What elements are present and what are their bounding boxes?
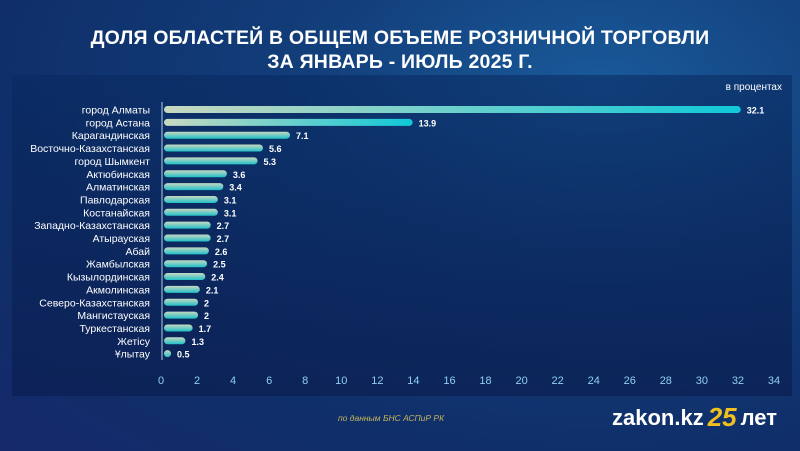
- category-label: Карагандинская: [72, 130, 150, 142]
- bar: [164, 144, 263, 152]
- value-label: 5.6: [269, 144, 282, 154]
- value-label: 1.3: [191, 337, 204, 347]
- value-label: 5.3: [264, 157, 277, 167]
- bar: [164, 324, 193, 332]
- logo-text: zakon.kz: [612, 404, 704, 430]
- x-tick-label: 26: [624, 375, 636, 387]
- category-label: Восточно-Казахстанская: [30, 143, 150, 155]
- bar: [164, 298, 199, 306]
- bar: [164, 350, 172, 358]
- value-label: 3.1: [224, 208, 237, 218]
- value-label: 2.7: [217, 221, 230, 231]
- category-label: Атырауская: [93, 233, 150, 245]
- bar: [164, 106, 741, 113]
- bar: [164, 260, 208, 268]
- bar: [164, 221, 211, 229]
- bar: [164, 337, 186, 345]
- x-tick-label: 22: [552, 375, 564, 387]
- bar: [164, 208, 218, 216]
- value-label: 2.5: [213, 260, 226, 270]
- bar: [164, 285, 200, 293]
- source-note: по данным БНС АСПиР РК: [338, 413, 445, 423]
- x-tick-label: 12: [371, 375, 383, 387]
- title-line-2: ЗА ЯНВАРЬ - ИЮЛЬ 2025 Г.: [267, 51, 533, 73]
- logo-number: 25: [707, 402, 737, 432]
- x-tick-label: 18: [479, 375, 491, 387]
- x-tick-label: 24: [588, 375, 600, 387]
- bar: [164, 157, 258, 165]
- bar: [164, 195, 218, 203]
- value-label: 3.6: [233, 170, 246, 180]
- value-label: 2.1: [206, 285, 219, 295]
- plot-panel: [12, 75, 792, 396]
- x-tick-label: 16: [443, 375, 455, 387]
- x-tick-label: 10: [335, 375, 347, 387]
- category-label: город Астана: [86, 117, 151, 129]
- bar: [164, 183, 224, 191]
- x-tick-label: 0: [158, 375, 164, 387]
- category-label: Павлодарская: [80, 194, 150, 206]
- x-tick-label: 28: [660, 375, 672, 387]
- bar: [164, 247, 209, 255]
- bar: [164, 273, 206, 281]
- chart-title: ДОЛЯ ОБЛАСТЕЙ В ОБЩЕМ ОБЪЕМЕ РОЗНИЧНОЙ Т…: [0, 26, 800, 74]
- category-label: Алматинская: [86, 182, 150, 194]
- value-label: 0.5: [177, 350, 190, 360]
- x-tick-label: 2: [194, 375, 200, 387]
- category-label: город Шымкент: [75, 156, 151, 168]
- bar: [164, 131, 291, 139]
- value-label: 1.7: [199, 324, 212, 334]
- bar: [164, 234, 211, 242]
- value-label: 2.7: [217, 234, 230, 244]
- category-label: Актюбинская: [86, 169, 150, 181]
- category-label: Жамбылская: [86, 259, 150, 271]
- value-label: 3.4: [229, 183, 242, 193]
- x-tick-label: 34: [768, 375, 780, 387]
- value-label: 3.1: [224, 195, 237, 205]
- bar: [164, 118, 413, 126]
- category-label: Северо-Казахстанская: [39, 297, 150, 309]
- category-label: город Алматы: [82, 105, 150, 117]
- logo-suffix: лет: [740, 404, 778, 430]
- category-label: Мангистауская: [77, 310, 150, 322]
- value-label: 2.6: [215, 247, 228, 257]
- bar: [164, 170, 227, 178]
- unit-label: в процентах: [725, 82, 782, 93]
- value-label: 32.1: [747, 106, 765, 116]
- x-tick-label: 8: [302, 375, 308, 387]
- category-label: Кызылординская: [67, 272, 150, 284]
- value-label: 7.1: [296, 131, 309, 141]
- x-tick-label: 4: [230, 375, 236, 387]
- category-label: Абай: [126, 246, 151, 258]
- category-label: Жетісу: [117, 336, 150, 348]
- value-label: 2.4: [211, 273, 224, 283]
- category-label: Костанайская: [83, 207, 150, 219]
- category-label: Туркестанская: [79, 323, 150, 335]
- x-tick-label: 20: [515, 375, 527, 387]
- category-label: Ұлытау: [115, 349, 151, 361]
- x-tick-label: 30: [696, 375, 708, 387]
- value-label: 2: [204, 311, 209, 321]
- value-label: 2: [204, 298, 209, 308]
- x-tick-label: 32: [732, 375, 744, 387]
- category-label: Акмолинская: [86, 284, 150, 296]
- x-tick-label: 14: [407, 375, 419, 387]
- title-line-1: ДОЛЯ ОБЛАСТЕЙ В ОБЩЕМ ОБЪЕМЕ РОЗНИЧНОЙ Т…: [90, 27, 710, 49]
- x-tick-label: 6: [266, 375, 272, 387]
- value-label: 13.9: [419, 118, 437, 128]
- bar: [164, 311, 199, 319]
- category-label: Западно-Казахстанская: [34, 220, 150, 232]
- zakon-logo: zakon.kz 25 лет: [612, 402, 777, 433]
